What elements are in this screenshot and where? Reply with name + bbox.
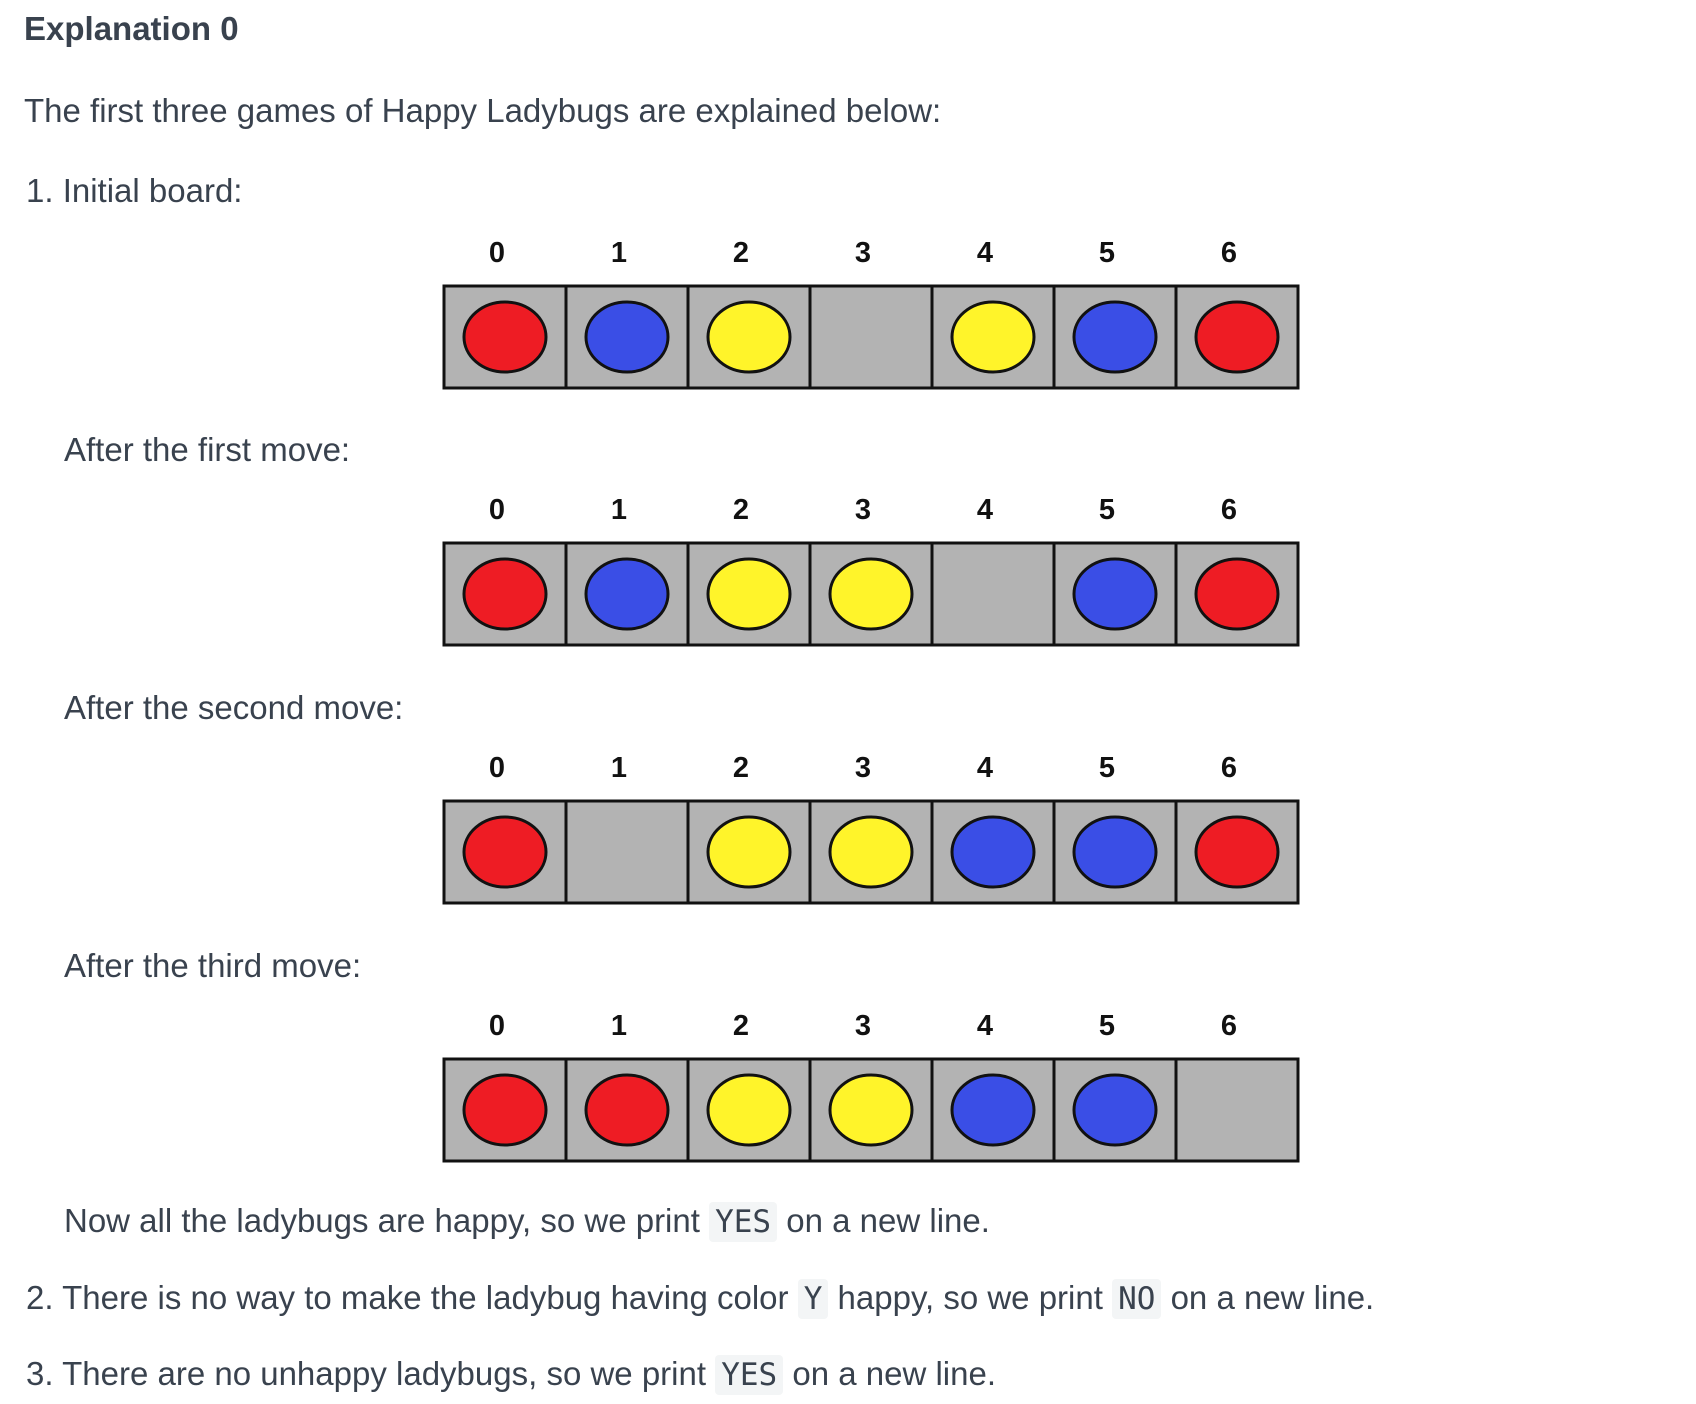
- list-number: 3.: [26, 1355, 54, 1392]
- ladybug-blue: [584, 557, 670, 631]
- list-item-1: 1. Initial board:: [26, 172, 242, 210]
- cell-index-label: 3: [855, 237, 871, 269]
- ladybug-blue: [1072, 557, 1158, 631]
- item2-post: on a new line.: [1170, 1279, 1375, 1316]
- cell-index-label: 6: [1221, 1010, 1237, 1042]
- item2-pre: There is no way to make the ladybug havi…: [62, 1279, 789, 1316]
- cell-index-label: 0: [489, 752, 505, 784]
- ladybug-blue: [1072, 815, 1158, 889]
- ladybug-red: [1194, 300, 1280, 374]
- ladybug-blue: [950, 815, 1036, 889]
- cell-index-label: 4: [977, 752, 993, 784]
- list-number: 1.: [26, 172, 54, 209]
- cell-index-label: 4: [977, 494, 993, 526]
- ladybug-yellow: [828, 815, 914, 889]
- cell-index-label: 3: [855, 1010, 871, 1042]
- ladybug-blue: [1072, 300, 1158, 374]
- item3-pre: There are no unhappy ladybugs, so we pri…: [62, 1355, 707, 1392]
- ladybug-red: [1194, 557, 1280, 631]
- code-no: NO: [1112, 1279, 1162, 1319]
- label-after-first-move: After the first move:: [64, 431, 351, 468]
- list-item-3: 3. There are no unhappy ladybugs, so we …: [26, 1355, 996, 1395]
- ladybug-red: [462, 557, 548, 631]
- cell-index-label: 2: [733, 494, 749, 526]
- label-after-second-move: After the second move:: [64, 689, 404, 726]
- board-svg: 0 1 2 3 4 5 6: [442, 752, 1300, 905]
- section-heading: Explanation 0: [24, 10, 239, 47]
- board-cell: [564, 799, 690, 905]
- intro-text: The first three games of Happy Ladybugs …: [24, 92, 942, 129]
- cell-index-label: 1: [611, 752, 627, 784]
- board-cell: [1174, 1057, 1300, 1163]
- ladybug-yellow: [828, 1073, 914, 1147]
- list-number: 2.: [26, 1279, 54, 1316]
- cell-index-label: 2: [733, 752, 749, 784]
- cell-index-label: 5: [1099, 752, 1115, 784]
- cell-index-label: 1: [611, 237, 627, 269]
- ladybug-red: [462, 300, 548, 374]
- cell-index-label: 0: [489, 1010, 505, 1042]
- cell-index-label: 5: [1099, 494, 1115, 526]
- ladybug-yellow: [706, 557, 792, 631]
- ladybug-yellow: [828, 557, 914, 631]
- conclusion-pre: Now all the ladybugs are happy, so we pr…: [64, 1202, 700, 1239]
- code-yes: YES: [715, 1355, 784, 1395]
- ladybug-blue: [584, 300, 670, 374]
- board-after-third-move: 0 1 2 3 4 5 6: [440, 995, 1302, 1165]
- cell-index-label: 3: [855, 752, 871, 784]
- board-svg: 0 1 2 3 4 5 6: [442, 1010, 1300, 1163]
- ladybug-yellow: [706, 1073, 792, 1147]
- conclusion-post: on a new line.: [786, 1202, 990, 1239]
- ladybug-yellow: [706, 300, 792, 374]
- cell-index-label: 2: [733, 237, 749, 269]
- cell-index-label: 0: [489, 237, 505, 269]
- ladybug-blue: [1072, 1073, 1158, 1147]
- board-cell: [930, 541, 1056, 647]
- ladybug-red: [584, 1073, 670, 1147]
- board-svg: 0 1 2 3 4 5 6: [442, 494, 1300, 647]
- cell-index-label: 1: [611, 1010, 627, 1042]
- label-after-third-move: After the third move:: [64, 947, 362, 984]
- cell-index-label: 6: [1221, 237, 1237, 269]
- cell-index-label: 4: [977, 1010, 993, 1042]
- board-after-second-move: 0 1 2 3 4 5 6: [440, 737, 1302, 907]
- item2-mid: happy, so we print: [837, 1279, 1103, 1316]
- cell-index-label: 6: [1221, 752, 1237, 784]
- board-cell: [808, 284, 934, 390]
- ladybug-yellow: [950, 300, 1036, 374]
- ladybug-red: [1194, 815, 1280, 889]
- cell-index-label: 2: [733, 1010, 749, 1042]
- conclusion-text: Now all the ladybugs are happy, so we pr…: [64, 1202, 990, 1242]
- board-svg: 0 1 2 3 4 5 6: [442, 237, 1300, 390]
- code-y: Y: [797, 1279, 829, 1319]
- cell-index-label: 6: [1221, 494, 1237, 526]
- ladybug-red: [462, 815, 548, 889]
- cell-index-label: 1: [611, 494, 627, 526]
- board-after-first-move: 0 1 2 3 4 5 6: [440, 479, 1302, 649]
- board-initial: 0 1 2 3 4 5 6: [440, 222, 1302, 392]
- cell-index-label: 4: [977, 237, 993, 269]
- list-item-2: 2. There is no way to make the ladybug h…: [26, 1279, 1375, 1319]
- list-item-label: Initial board:: [62, 172, 243, 209]
- ladybug-yellow: [706, 815, 792, 889]
- cell-index-label: 5: [1099, 237, 1115, 269]
- ladybug-red: [462, 1073, 548, 1147]
- cell-index-label: 3: [855, 494, 871, 526]
- cell-index-label: 0: [489, 494, 505, 526]
- cell-index-label: 5: [1099, 1010, 1115, 1042]
- code-yes: YES: [709, 1202, 778, 1242]
- item3-post: on a new line.: [792, 1355, 996, 1392]
- ladybug-blue: [950, 1073, 1036, 1147]
